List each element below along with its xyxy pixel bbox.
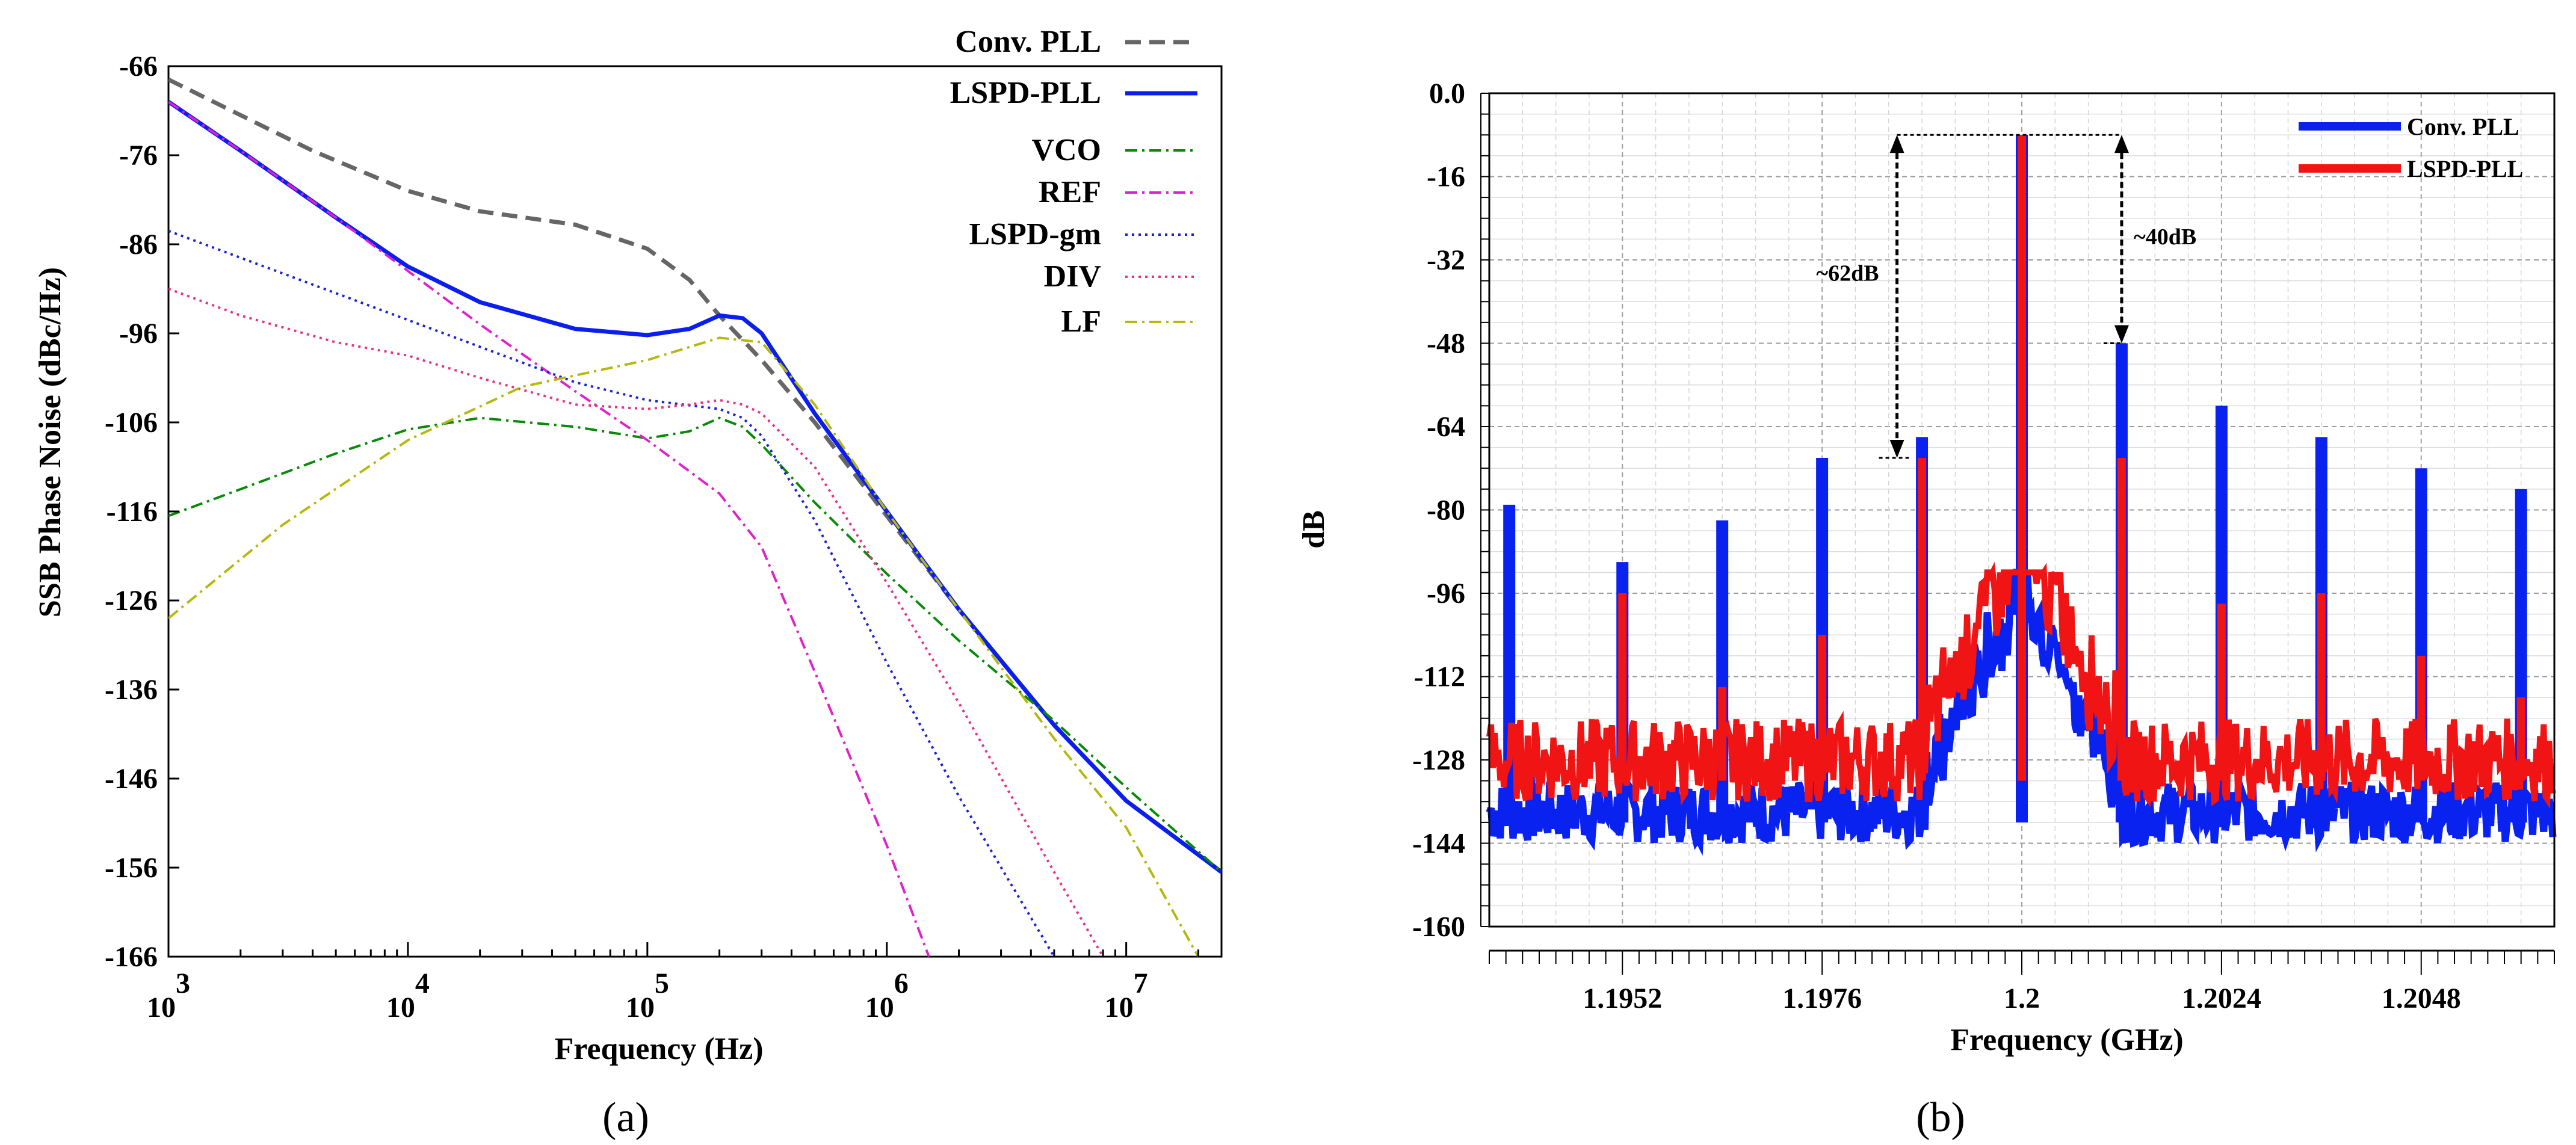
panel-a-label: (a) bbox=[602, 1094, 649, 1141]
y-tick-label: -112 bbox=[1414, 661, 1465, 693]
legend-label: DIV bbox=[1044, 259, 1101, 294]
x-tick-label: 1.2024 bbox=[2182, 983, 2261, 1014]
x-tick-exponent: 4 bbox=[415, 968, 430, 999]
series-lspd-pll-line bbox=[168, 100, 1222, 874]
y-tick-label: -136 bbox=[105, 674, 158, 706]
y-tick-label: -96 bbox=[119, 318, 158, 350]
y-tick-label: -76 bbox=[119, 140, 158, 171]
x-tick-label: 10 bbox=[147, 992, 176, 1023]
x-tick-label: 10 bbox=[1105, 992, 1134, 1023]
series-lspd-gm-line bbox=[168, 229, 1055, 957]
legend-label: Conv. PLL bbox=[2407, 113, 2519, 140]
annotation-40db-arrow-head-down bbox=[2114, 325, 2129, 344]
plot-a-legend: Conv. PLL LSPD-PLL VCO REF LSPD-gm DIV LF bbox=[950, 25, 1197, 339]
plot-a-y-axis-label: SSB Phase Noise (dBc/Hz) bbox=[33, 267, 67, 617]
y-tick-label: -156 bbox=[105, 852, 158, 884]
annotation-40db-arrow-head-up bbox=[2114, 135, 2129, 153]
y-tick-label: -66 bbox=[119, 51, 158, 82]
plot-b-series bbox=[1486, 135, 2557, 856]
annotation-label: ~62dB bbox=[1816, 261, 1879, 286]
annotation-62db-arrow-head-down bbox=[1889, 439, 1904, 458]
x-tick-exponent: 3 bbox=[176, 968, 190, 999]
legend-label: LSPD-PLL bbox=[950, 76, 1101, 110]
y-tick-label: -128 bbox=[1412, 744, 1465, 776]
y-tick-label: -116 bbox=[107, 496, 158, 528]
x-tick-label: 10 bbox=[626, 992, 655, 1023]
y-tick-label: 0.0 bbox=[1429, 78, 1465, 110]
y-tick-label: -96 bbox=[1427, 578, 1465, 610]
panel-b-label: (b) bbox=[1916, 1094, 1965, 1141]
y-tick-label: -80 bbox=[1427, 495, 1465, 526]
series-ref-line bbox=[168, 100, 930, 957]
x-tick-label: 1.1976 bbox=[1782, 983, 1862, 1014]
annotation-62db-arrow-head-up bbox=[1889, 135, 1904, 153]
legend-label: LSPD-PLL bbox=[2407, 155, 2523, 182]
series-vco-line bbox=[168, 416, 1222, 873]
plot-b-legend: Conv. PLL LSPD-PLL bbox=[2299, 113, 2523, 182]
legend-label: Conv. PLL bbox=[955, 25, 1101, 59]
y-tick-label: -106 bbox=[105, 407, 158, 439]
x-tick-label: 1.2 bbox=[2004, 983, 2040, 1014]
legend-label: LF bbox=[1061, 304, 1101, 339]
y-tick-label: -146 bbox=[105, 763, 158, 795]
y-tick-label: -48 bbox=[1427, 328, 1465, 360]
plot-b-x-axis-label: Frequency (GHz) bbox=[1950, 1023, 2184, 1057]
legend-label: REF bbox=[1039, 175, 1101, 209]
plot-a-y-ticks: -66 -76 -86 -96 -106 -116 -126 -136 -146 -156 -166 bbox=[105, 51, 179, 973]
plot-b-y-axis-label: dB bbox=[1297, 510, 1331, 549]
plot-b-y-ticks: 0.0 -16 -32 -48 -64 -80 -96 -112 -128 -144 -160 bbox=[1412, 78, 1489, 943]
x-tick-exponent: 5 bbox=[655, 968, 669, 999]
plot-a-series bbox=[168, 78, 1222, 957]
y-tick-label: -166 bbox=[105, 941, 158, 973]
x-tick-label: 10 bbox=[386, 992, 415, 1023]
x-tick-exponent: 6 bbox=[894, 968, 909, 999]
y-tick-label: -86 bbox=[119, 229, 158, 261]
phase-noise-chart: -66 -76 -86 -96 -106 -116 -126 -136 -146 -156 -166… bbox=[33, 25, 1223, 1141]
y-tick-label: -16 bbox=[1427, 161, 1465, 193]
x-tick-label: 1.1952 bbox=[1583, 983, 1662, 1014]
x-tick-label: 1.2048 bbox=[2382, 983, 2461, 1014]
x-tick-exponent: 7 bbox=[1134, 968, 1148, 999]
spectrum-chart: 0.0 -16 -32 -48 -64 -80 -96 -112 -128 -144 -160 1.… bbox=[1297, 78, 2557, 1141]
series-div-line bbox=[168, 288, 1104, 957]
plot-a-x-axis-label: Frequency (Hz) bbox=[554, 1032, 763, 1066]
plot-b-annotations: ~62dB ~40dB bbox=[1816, 134, 2196, 459]
y-tick-label: -64 bbox=[1427, 411, 1465, 443]
y-tick-label: -144 bbox=[1412, 828, 1465, 860]
annotation-label: ~40dB bbox=[2134, 224, 2196, 250]
plot-b-x-ticks: 1.1952 1.1976 1.2 1.2024 1.2048 bbox=[1489, 949, 2555, 1014]
y-tick-label: -160 bbox=[1412, 911, 1465, 943]
y-tick-label: -126 bbox=[105, 585, 158, 617]
legend-label: VCO bbox=[1031, 133, 1101, 167]
series-lf-line bbox=[168, 336, 1200, 957]
x-tick-label: 10 bbox=[865, 992, 894, 1023]
y-tick-label: -32 bbox=[1427, 244, 1465, 276]
legend-label: LSPD-gm bbox=[969, 217, 1101, 252]
